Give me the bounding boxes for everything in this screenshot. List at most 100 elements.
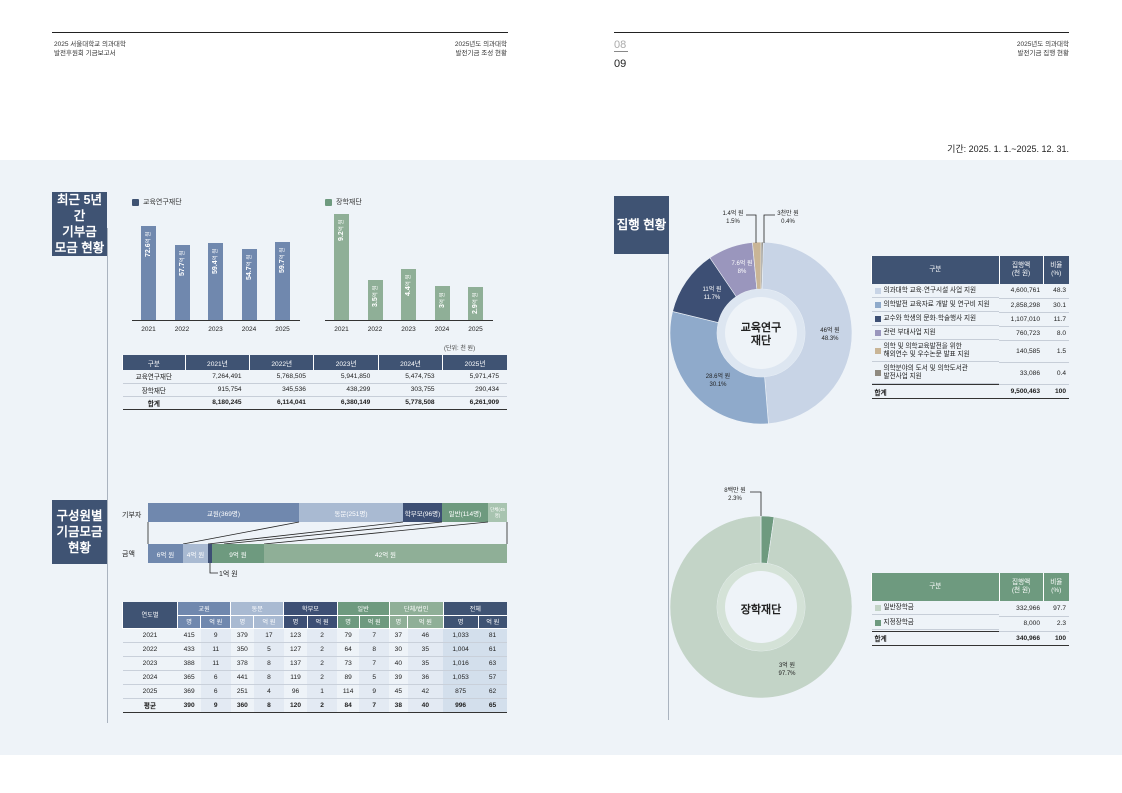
donor-bar-faculty: 교원(369명) — [148, 503, 299, 522]
table-cell: 교육연구재단 — [122, 370, 186, 384]
table-cell: 1,016 — [443, 656, 479, 671]
table-cell: 79 — [337, 628, 360, 643]
table-cell: 8 — [253, 670, 284, 685]
legend-swatch — [874, 604, 881, 611]
donut-scholar-label-a: 8백만 원 2.3% — [724, 488, 746, 502]
table-cell: 378 — [230, 656, 254, 671]
th-group: 단체/법인 — [388, 602, 444, 616]
table-row: 의학 및 의학교육발전을 위한 해외연수 및 우수논문 발표 지원 140,585… — [871, 340, 1069, 363]
legend-swatch — [874, 619, 881, 626]
th-sub: 명 — [388, 615, 408, 629]
th-group: 전체 — [442, 602, 507, 616]
table-cell: 46 — [407, 628, 444, 643]
table-cell: 365 — [177, 670, 201, 685]
table-cell-category: 의과대학 교육·연구시설 사업 지원 — [871, 284, 1000, 298]
th-col: 2024년 — [377, 355, 443, 370]
table-cell: 2022 — [122, 642, 178, 657]
edu-x-tick-2024: 2024 — [241, 326, 257, 333]
header-left-line1: 2025 서울대학교 의과대학 — [54, 41, 126, 48]
donor-bar-general: 일반(114명) — [442, 503, 488, 522]
table-cell: 6,380,149 — [313, 395, 379, 410]
table-cell: 6,114,041 — [249, 395, 314, 410]
amount-bar-faculty: 6억 원 — [148, 544, 183, 563]
donut-edu-label-b: 28.6억 원 30.1% — [705, 374, 731, 388]
category-label: 관련 부대사업 지원 — [883, 328, 936, 336]
x-axis-edu — [132, 320, 300, 321]
table-row: 장학재단 915,754 345,536 438,299 303,755 290,434 — [122, 383, 507, 397]
th-ratio: 비율 (%) — [1042, 573, 1069, 601]
scholar-x-tick-2023: 2023 — [401, 326, 416, 333]
legend-swatch-edu — [132, 198, 139, 206]
th-amount: 집행액 (천 원) — [998, 256, 1044, 284]
th-ratio: 비율 (%) — [1042, 256, 1069, 284]
legend-swatch-scholar — [325, 198, 332, 206]
table-cell: 2023 — [122, 656, 178, 671]
legend-label-scholar: 장학재단 — [336, 199, 362, 206]
table-cell: 8,180,245 — [185, 395, 250, 410]
amount-bar-parents — [208, 544, 212, 563]
donut-edu-label-a: 46억 원 48.3% — [820, 328, 840, 342]
legend-label-edu: 교육연구재단 — [143, 199, 182, 206]
header-left: 2025 서울대학교 의과대학 발전후원회 기금보고서 — [54, 41, 126, 58]
table-cell: 36 — [407, 670, 444, 685]
table-row: 의학발전 교육자료 개발 및 연구비 지원 2,858,298 30.1 — [871, 298, 1069, 313]
table-cell: 340,966 — [999, 630, 1044, 646]
edu-x-tick-2022: 2022 — [174, 326, 190, 333]
table-cell: 2024 — [122, 670, 178, 685]
section-title-line: 현황 — [67, 541, 91, 555]
table-cell: 390 — [177, 697, 201, 713]
table-cell-amount: 1,107,010 — [999, 312, 1044, 327]
legend-swatch — [874, 329, 881, 336]
table-cell: 2 — [307, 670, 338, 685]
table-header-row: 연도별 교원 동문 학부모 일반 단체/법인 전체 — [122, 602, 507, 629]
th-sub: 억 원 — [407, 615, 444, 629]
table-cell: 6,261,909 — [442, 395, 507, 410]
header-mid: 2025년도 의과대학 발전기금 조성 현황 — [400, 41, 507, 58]
th-group: 일반 — [336, 602, 390, 616]
execution-table-scholar: 구분 집행액 (천 원) 비율 (%) 일반장학금 332,966 97.7 지정장학… — [871, 573, 1069, 646]
table-cell: 35 — [407, 656, 444, 671]
donut-edu-label-c: 11억 원 11.7% — [702, 287, 722, 301]
table-cell-ratio: 8.0 — [1043, 326, 1069, 341]
table-cell-category: 지정장학금 — [871, 616, 1000, 630]
donut-scholar-center: 장학재단 — [740, 604, 782, 616]
th-category: 구분 — [871, 573, 1000, 601]
table-cell: 2 — [307, 697, 338, 713]
donut-edu-label-f: 3천만 원 0.4% — [777, 211, 799, 225]
table-cell: 63 — [478, 656, 507, 671]
left-vline — [107, 228, 108, 723]
table-cell: 9 — [359, 684, 390, 699]
table-cell: 81 — [478, 628, 507, 643]
table-cell: 64 — [337, 642, 360, 657]
header-right: 2025년도 의과대학 발전기금 집행 현황 — [960, 41, 1069, 58]
table-avg-row: 평균 390 9 360 8 120 2 84 7 38 40 996 65 — [122, 697, 507, 713]
table-cell-category: 관련 부대사업 지원 — [871, 326, 1000, 340]
table-cell: 84 — [337, 697, 360, 713]
category-label: 의학 및 의학교육발전을 위한 해외연수 및 우수논문 발표 지원 — [883, 342, 970, 358]
scholar-bar-2021 — [334, 214, 349, 320]
donut-scholar-label-b: 3억 원 97.7% — [778, 663, 796, 677]
table-cell-ratio: 11.7 — [1043, 312, 1069, 327]
table-cell: 2 — [307, 642, 338, 657]
table-cell: 65 — [478, 697, 507, 713]
donut-edu-label-e: 1.4억 원 1.5% — [722, 211, 744, 225]
header-left-line2: 발전후원회 기금보고서 — [54, 49, 116, 57]
edu-bar-2025 — [275, 242, 290, 320]
th-sub: 억 원 — [253, 615, 284, 629]
table-cell: 2 — [307, 628, 338, 643]
table-cell: 57 — [478, 670, 507, 685]
category-label: 일반장학금 — [883, 603, 914, 611]
edu-value-label-2025: 59.7억 원 — [279, 248, 286, 274]
donor-bar-org: 단체(45명) — [488, 503, 507, 522]
table-cell: 62 — [478, 684, 507, 699]
th-amount: 집행액 (천 원) — [998, 573, 1044, 601]
th-col: 2021년 — [184, 355, 250, 370]
table-cell: 441 — [230, 670, 254, 685]
edu-value-label-2022: 57.7억 원 — [178, 250, 186, 276]
table-cell-amount: 4,600,761 — [999, 284, 1044, 299]
page-number: 09 — [614, 58, 627, 70]
amount-bar-org: 42억 원 — [264, 544, 507, 563]
section-title-line: 최근 5년간 — [57, 193, 102, 223]
